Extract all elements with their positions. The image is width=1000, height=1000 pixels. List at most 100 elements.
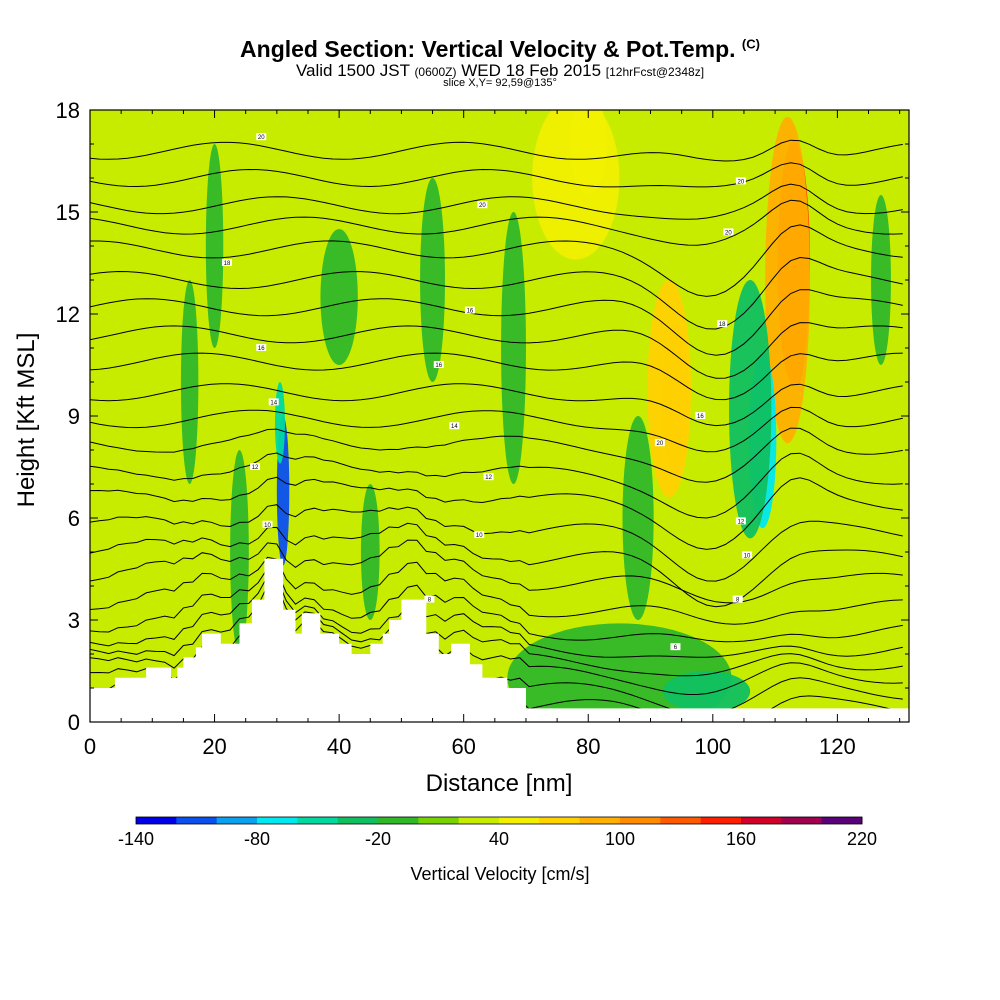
contour-label-bg [256,133,267,141]
contour-label-bg [695,412,706,419]
contour-label-text: 10 [476,533,483,539]
y-axis: 0 3 6 9 12 15 18 [56,98,909,735]
contour-label-text: 8 [736,598,740,604]
contour-label-13: 20 [735,177,746,185]
colorbar-tick-label: -140 [118,829,154,849]
velocity-cell-13 [662,671,751,712]
contour-label-text: 20 [258,135,265,141]
y-tick-label: 9 [68,404,80,429]
isentrope-6 [90,567,903,643]
contour-label-text: 16 [258,346,265,352]
contour-label-11: 10 [474,531,485,539]
contour-label-16: 16 [695,412,706,420]
contour-label-text: 18 [719,322,726,328]
contour-label-5: 16 [433,361,444,369]
terrain-fill [90,558,909,722]
contour-label-bg [433,361,444,368]
y-axis-title: Height [Kft MSL] [13,333,40,508]
isentrope-11 [90,476,903,550]
x-tick-label: 20 [202,734,226,759]
contour-label-text: 10 [744,553,751,559]
isentrope-21 [90,199,903,246]
velocity-cell-5 [765,116,810,444]
contour-label-20: 8 [732,595,743,604]
contour-label-text: 18 [224,261,231,267]
subtitle-date: WED 18 Feb 2015 [461,61,602,80]
contour-label-text: 20 [479,203,486,209]
colorbar-swatch [216,817,258,824]
y-tick-label: 3 [68,608,80,633]
contour-label-bg [477,201,488,209]
contour-label-9: 12 [483,473,494,481]
isentrope-14 [90,406,903,453]
colorbar-swatch [700,817,742,824]
isentrope-12 [90,452,903,519]
velocity-cell-25 [871,195,891,365]
contour-label-bg [250,463,261,470]
velocity-cell-11 [569,110,607,195]
velocity-cell-26 [180,280,199,484]
subtitle-valid: Valid 1500 JST [295,61,410,80]
contour-label-bg [222,259,233,266]
isentrope-15 [90,383,903,427]
contour-label-bg [449,422,460,430]
velocity-cell-20 [96,382,122,586]
velocity-cell-9 [729,280,772,539]
colorbar-swatch [176,817,218,824]
isentrope-20 [90,224,903,297]
contour-labels: 20 18 20 16 16 16 14 14 12 12 10 10 8 20 20 18 16 20 12 10 8… [222,133,753,651]
contour-label-bg [717,320,728,328]
contour-label-text: 10 [264,523,271,529]
isentrope-23 [90,162,903,188]
x-tick-label: 120 [819,734,856,759]
x-axis-title: Distance [nm] [426,770,573,797]
velocity-cell-18 [622,416,654,620]
colorbar-title: Vertical Velocity [cm/s] [410,864,589,884]
colorbar-swatch [821,817,863,824]
contour-label-bg [268,398,279,406]
y-tick-label: 15 [56,200,80,225]
contour-label-text: 14 [451,424,458,430]
contour-label-bg [464,306,475,314]
colorbar-swatch [297,817,339,824]
velocity-cell-19 [856,382,894,586]
isentrope-24 [90,139,903,162]
contour-label-15: 18 [717,320,728,328]
contour-label-bg [483,473,494,481]
contour-label-text: 20 [657,441,664,447]
isentrope-8 [90,539,903,604]
velocity-cell-14 [205,144,224,348]
y-tick-label: 6 [68,506,80,531]
terrain [90,558,909,722]
colorbar-swatch [458,817,500,824]
contour-label-2: 20 [477,201,488,209]
chart-slice-label: slice X,Y= 92,59@135° [443,77,557,89]
contour-label-text: 6 [674,645,678,651]
velocity-cell-22 [388,365,414,501]
contour-label-10: 10 [262,520,273,529]
contour-label-19: 10 [742,551,753,559]
chart-title-suffix: (C) [741,36,760,52]
contour-label-12: 8 [424,595,435,604]
contour-label-0: 20 [256,133,267,141]
colorbar-tick-label: 220 [847,829,877,849]
colorbar-swatch [378,817,419,824]
colorbar-tick-label: 160 [726,829,756,849]
colorbar-swatch [620,817,661,824]
velocity-cell-1 [274,382,285,464]
contour-label-text: 16 [697,414,704,420]
contour-label-text: 20 [737,179,744,185]
contour-label-bg [424,595,435,603]
isentrope-19 [90,256,903,330]
x-tick-label: 40 [327,734,351,759]
y-tick-label: 0 [68,710,80,735]
x-tick-label: 60 [451,734,475,759]
velocity-cell-17 [501,212,526,484]
contour-label-3: 16 [464,306,475,315]
colorbar-swatch [418,817,460,824]
contour-label-bg [256,344,267,351]
colorbar-tick-label: 40 [489,829,509,849]
colorbar-swatch [136,817,177,824]
velocity-cell-16 [420,178,446,382]
colorbar-swatch [539,817,581,824]
